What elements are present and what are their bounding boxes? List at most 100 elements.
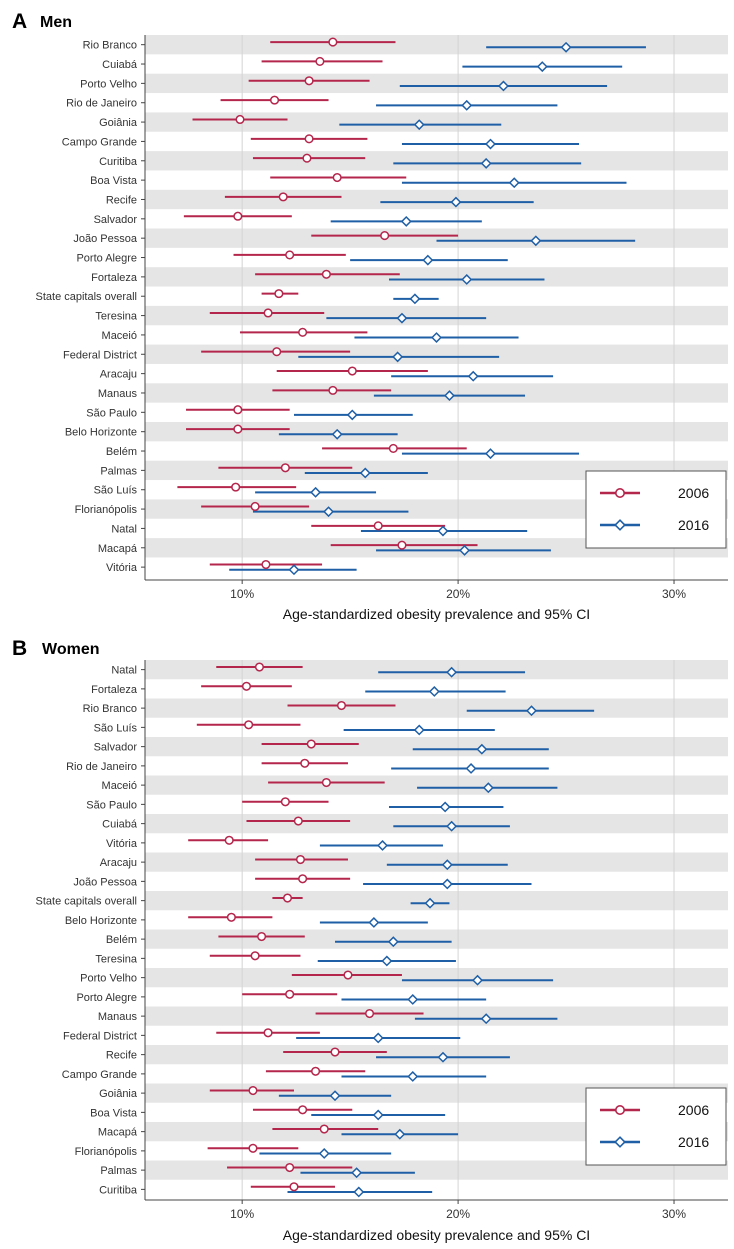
point-2016 (318, 1148, 330, 1159)
city-label: Boa Vista (90, 1107, 138, 1119)
city-label: Rio Branco (83, 703, 137, 715)
point-2006 (274, 289, 284, 299)
point-2016 (441, 859, 453, 871)
row-stripe (145, 499, 728, 519)
legend-label-2006: 2006 (678, 1102, 709, 1118)
x-tick-label: 20% (446, 587, 470, 601)
city-label: Recife (106, 1050, 137, 1062)
point-2016 (439, 801, 451, 813)
city-label: Aracaju (100, 369, 137, 381)
point-2006 (295, 854, 306, 865)
city-label: Curitiba (99, 156, 138, 168)
point-2016 (407, 994, 419, 1005)
point-2006 (233, 405, 243, 415)
row-stripe (145, 112, 728, 132)
legend-marker-2006 (614, 1105, 625, 1116)
point-2016 (441, 878, 453, 890)
point-2016 (437, 1051, 449, 1063)
city-label: Belém (106, 446, 137, 458)
row-stripe (145, 267, 728, 287)
point-2016 (394, 1128, 406, 1140)
point-2016 (372, 1109, 384, 1121)
city-label: Campo Grande (62, 1069, 137, 1081)
panel-b: B Women Natal Fortaleza Rio Branco São Luís Sa… (12, 637, 728, 1243)
city-label: Palmas (100, 1165, 137, 1177)
point-2006 (278, 192, 288, 202)
row-stripe (145, 305, 728, 326)
point-2006 (263, 308, 273, 318)
city-label: São Paulo (86, 407, 137, 419)
point-2006 (244, 720, 254, 730)
row-stripe (145, 891, 728, 911)
row-stripe (145, 1083, 728, 1103)
city-label: Recife (106, 194, 137, 206)
city-label: State capitals overall (36, 896, 138, 908)
city-label: Porto Velho (80, 973, 137, 985)
point-2006 (280, 797, 290, 807)
city-label: Florianópolis (75, 504, 138, 516)
city-label: Manaus (98, 1011, 138, 1023)
point-2006 (319, 1124, 329, 1134)
point-2016 (443, 390, 455, 402)
row-stripe (145, 383, 728, 403)
point-2016 (331, 428, 343, 440)
point-2016 (467, 370, 479, 382)
point-2006 (332, 172, 342, 183)
city-label: Vitória (106, 562, 138, 574)
point-2006 (282, 893, 293, 903)
city-label: Florianópolis (75, 1146, 138, 1158)
x-axis-title: Age-standardized obesity prevalence and … (283, 1227, 590, 1243)
city-label: João Pessoa (73, 876, 137, 888)
point-2006 (298, 1105, 308, 1115)
city-label: Porto Velho (80, 78, 137, 90)
point-2016 (387, 936, 399, 948)
point-2006 (250, 501, 260, 512)
legend-marker-2006 (614, 487, 625, 498)
row-stripe (145, 737, 728, 757)
city-label: State capitals overall (36, 291, 138, 303)
city-label: Porto Alegre (76, 253, 137, 265)
row-stripe (145, 344, 728, 364)
point-2006 (233, 424, 243, 434)
point-2016 (450, 196, 462, 208)
point-2016 (536, 61, 548, 73)
legend: 2006 2016 (585, 1087, 727, 1166)
point-2016 (359, 467, 371, 479)
point-2016 (428, 686, 440, 697)
point-2006 (311, 1066, 321, 1076)
point-2006 (321, 777, 331, 788)
point-2006 (343, 970, 353, 980)
city-label: Rio Branco (83, 40, 137, 52)
point-2006 (285, 250, 295, 260)
point-2016 (377, 840, 388, 851)
city-label: Cuiabá (102, 59, 138, 71)
legend-box (585, 1087, 727, 1166)
point-2016 (400, 215, 412, 227)
city-label: Macapá (98, 1127, 138, 1139)
point-2006 (365, 1008, 375, 1019)
row-stripe (145, 35, 728, 55)
point-2006 (397, 540, 407, 550)
city-label: Federal District (63, 349, 137, 361)
point-2016 (288, 564, 300, 576)
city-label: São Luís (94, 722, 138, 734)
point-2006 (336, 700, 347, 711)
point-2006 (328, 385, 338, 395)
row-stripe (145, 460, 728, 481)
point-2016 (482, 782, 494, 794)
point-2006 (380, 231, 390, 241)
panel-a: A Men Rio Branco Cuiabá Porto Velho Rio de Ja… (12, 10, 728, 622)
point-2016 (353, 1186, 365, 1198)
point-2016 (508, 177, 520, 189)
point-2006 (300, 758, 310, 768)
point-2016 (497, 80, 509, 92)
point-2016 (396, 312, 408, 324)
row-stripe (145, 660, 728, 680)
point-2016 (526, 705, 537, 717)
point-2006 (321, 269, 331, 279)
point-2006 (293, 816, 303, 826)
legend-label-2016: 2016 (678, 517, 709, 533)
point-2006 (298, 327, 308, 337)
point-2016 (351, 1167, 363, 1179)
